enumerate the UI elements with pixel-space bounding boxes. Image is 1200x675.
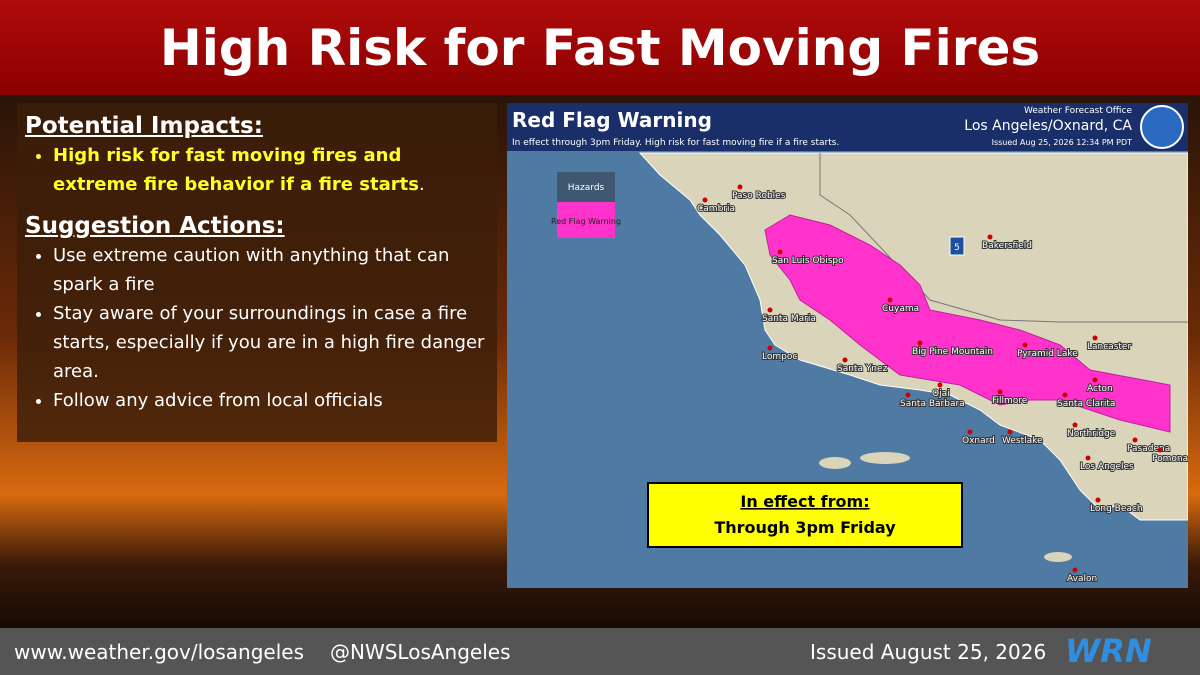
city-label: Santa Maria: [762, 314, 816, 324]
website: www.weather.gov/losangeles: [14, 640, 305, 664]
cities: Paso Robles Cambria Bakersfield San Luis Ob…: [696, 184, 1188, 585]
effect-heading: In effect from:: [740, 492, 869, 511]
city-label: San Luis Obispo: [772, 256, 844, 266]
city-dot: [937, 382, 943, 388]
city-dot: [1062, 392, 1068, 398]
city-label: Pasadena: [1127, 444, 1170, 454]
city-dot: [1072, 422, 1078, 428]
effect-box: [647, 482, 963, 548]
city-dot: [1072, 567, 1078, 573]
impacts-list: High risk for fast moving fires and extr…: [25, 141, 489, 199]
city-dot: [737, 184, 743, 190]
city-label: Westlake: [1002, 436, 1043, 446]
island: [860, 452, 910, 464]
impact-text: High risk for fast moving fires and extr…: [53, 145, 419, 195]
city-label: Fillmore: [992, 396, 1028, 406]
city-dot: [997, 389, 1003, 395]
city-dot: [887, 297, 893, 303]
city-dot: [1092, 335, 1098, 341]
city-label: Los Angeles: [1080, 462, 1134, 472]
highway-label: 5: [954, 243, 960, 253]
action-item: Follow any advice from local officials: [53, 386, 489, 415]
actions-list: Use extreme caution with anything that c…: [25, 241, 489, 415]
city-label: Santa Barbara: [900, 399, 965, 409]
city-dot: [842, 357, 848, 363]
map-header: [507, 103, 1188, 151]
city-dot: [987, 234, 993, 240]
city-dot: [905, 392, 911, 398]
city-label: Cuyama: [882, 304, 919, 314]
impact-period: .: [418, 174, 425, 195]
island: [1044, 552, 1072, 562]
city-dot: [767, 345, 773, 351]
city-dot: [917, 340, 923, 346]
footer: www.weather.gov/losangeles @NWSLosAngele…: [0, 628, 1200, 675]
city-label: Paso Robles: [732, 191, 786, 201]
city-label: Lompoc: [762, 352, 797, 362]
legend-item: Red Flag Warning: [551, 217, 621, 226]
city-label: Cambria: [697, 204, 735, 214]
city-dot: [1095, 497, 1101, 503]
legend-title: Hazards: [568, 183, 605, 193]
issued: Issued August 25, 2026: [810, 640, 1047, 664]
handle: @NWSLosAngeles: [330, 640, 511, 664]
city-label: Big Pine Mountain: [912, 347, 993, 357]
island: [819, 457, 851, 469]
city-dot: [1157, 447, 1163, 453]
city-label: Pomona: [1152, 454, 1188, 464]
office-label: Weather Forecast Office: [1024, 106, 1132, 116]
impact-item: High risk for fast moving fires and extr…: [53, 141, 489, 199]
city-label: Northridge: [1067, 429, 1116, 439]
city-label: Bakersfield: [982, 241, 1032, 251]
city-label: Santa Ynez: [837, 364, 888, 374]
city-dot: [967, 429, 973, 435]
legend-title-box: [557, 172, 615, 202]
city-label: Avalon: [1067, 574, 1097, 584]
city-dot: [1092, 377, 1098, 383]
city-label: Ojai: [932, 389, 950, 399]
legend-swatch: [557, 202, 615, 238]
city-dot: [1132, 437, 1138, 443]
city-label: Santa Clarita: [1057, 399, 1115, 409]
title: High Risk for Fast Moving Fires: [159, 18, 1041, 77]
city-label: Oxnard: [962, 436, 995, 446]
header: High Risk for Fast Moving Fires: [0, 0, 1200, 95]
wrn-logo: WRN: [1065, 632, 1152, 670]
office: Los Angeles/Oxnard, CA: [964, 118, 1132, 134]
map-issued: Issued Aug 25, 2026 12:34 PM PDT: [992, 138, 1132, 147]
warning-area: [764, 214, 1171, 433]
text-panel: Potential Impacts: High risk for fast mo…: [17, 103, 497, 442]
city-label: Pyramid Lake: [1017, 349, 1078, 359]
city-dot: [767, 307, 773, 313]
map-title: Red Flag Warning: [512, 108, 712, 132]
city-label: Acton: [1087, 384, 1113, 394]
impacts-heading: Potential Impacts:: [25, 113, 263, 139]
effect-text: Through 3pm Friday: [714, 518, 896, 537]
city-dot: [1022, 342, 1028, 348]
action-item: Stay aware of your surroundings in case …: [53, 299, 489, 386]
city-dot: [1085, 455, 1091, 461]
county-line: [819, 153, 1188, 323]
city-dot: [1007, 429, 1013, 435]
city-dot: [777, 249, 783, 255]
action-item: Use extreme caution with anything that c…: [53, 241, 489, 299]
city-dot: [702, 197, 708, 203]
map: Red Flag Warning In effect through 3pm F…: [507, 103, 1188, 588]
city-label: Long Beach: [1090, 504, 1143, 514]
city-label: Lancaster: [1087, 342, 1131, 352]
highway-shield: [949, 236, 965, 256]
nws-logo: [1140, 105, 1184, 149]
actions-heading: Suggestion Actions:: [25, 213, 285, 239]
map-subtitle: In effect through 3pm Friday. High risk …: [512, 138, 839, 148]
